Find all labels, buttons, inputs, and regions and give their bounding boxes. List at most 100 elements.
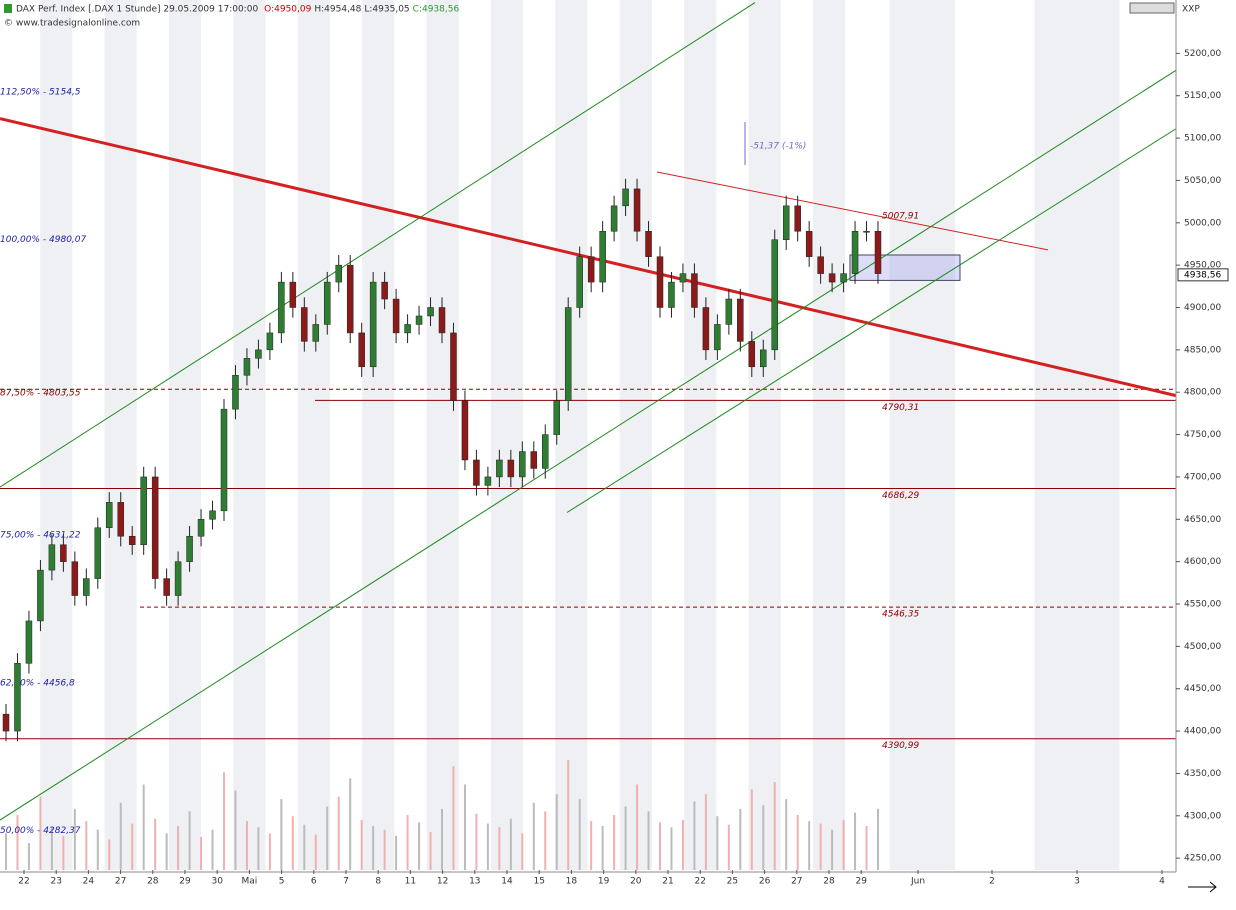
candle-body <box>702 307 710 351</box>
x-tick-label: 25 <box>727 877 738 887</box>
y-tick-label: 4450,00 <box>1184 684 1221 694</box>
scroll-arrow[interactable] <box>1188 881 1217 893</box>
day-band <box>684 0 717 870</box>
y-tick-label: 5000,00 <box>1184 218 1221 228</box>
toolbar[interactable] <box>1129 2 1175 14</box>
x-tick-label: 15 <box>533 877 544 887</box>
candle-body <box>519 451 526 478</box>
candle-body <box>324 281 331 325</box>
volume-bar <box>16 815 19 870</box>
y-tick-label: 4850,00 <box>1184 345 1221 355</box>
candle-body <box>128 535 136 545</box>
volume-bar <box>865 826 868 870</box>
candle-body <box>174 561 182 596</box>
volume-bar <box>245 821 248 870</box>
volume-bar <box>498 827 501 870</box>
candle-body <box>668 281 675 308</box>
fib-label: 87,50% - 4803,55 <box>0 389 81 399</box>
volume-bar <box>567 760 570 870</box>
fib-label: 75,00% - 4631,22 <box>0 531 81 541</box>
volume-bar <box>73 808 76 870</box>
candle-body <box>530 451 538 469</box>
x-tick-label: 22 <box>694 877 705 887</box>
volume-bar <box>200 837 203 870</box>
candle-body <box>71 561 79 596</box>
candle-body <box>404 324 411 334</box>
candle-body <box>209 510 216 520</box>
day-band <box>233 0 266 870</box>
level-label: 4686,29 <box>882 491 919 501</box>
candle-body <box>301 307 308 342</box>
candle-body <box>83 578 90 596</box>
candle-body <box>553 400 560 435</box>
candle-body <box>748 341 756 368</box>
y-tick-label: 5050,00 <box>1184 176 1221 186</box>
day-band <box>889 0 955 870</box>
candle-body <box>358 332 365 368</box>
level-label: 4790,31 <box>882 403 919 413</box>
day-band <box>490 0 524 870</box>
candle-body <box>874 231 882 274</box>
candle-body <box>737 298 744 342</box>
ohlc-close: C:4938,56 <box>413 5 460 15</box>
candle-body <box>564 307 572 401</box>
plot: 4790,31 4686,29 4390,99 4546,35 87,50% - 480… <box>0 2 1177 870</box>
volume-bar <box>486 823 489 870</box>
candle-body <box>25 620 33 664</box>
x-tick-label: 26 <box>759 877 771 887</box>
x-tick-label: 19 <box>598 877 610 887</box>
candle-body <box>679 273 687 283</box>
candle-body <box>312 324 320 342</box>
volume-bar <box>39 796 42 870</box>
x-tick-label: 18 <box>566 877 578 887</box>
volume-bar <box>383 829 386 870</box>
volume-bar <box>739 808 742 870</box>
level-label: 4390,99 <box>882 741 919 751</box>
volume-bar <box>796 815 799 870</box>
y-tick-label: 4700,00 <box>1184 472 1221 482</box>
y-tick-label: 4650,00 <box>1184 515 1221 525</box>
candle-body <box>828 273 836 283</box>
candle-body <box>484 476 492 486</box>
x-tick-label: 23 <box>50 877 61 887</box>
icon <box>4 4 12 13</box>
y-tick-label: 4300,00 <box>1184 811 1221 821</box>
volume-bar <box>360 819 363 870</box>
fib-label: 50,00% - 4282,37 <box>0 826 81 836</box>
candle-body <box>863 231 870 233</box>
volume-bar <box>704 794 707 870</box>
volume-bar <box>142 784 145 870</box>
last-price: 4938,56 <box>1184 270 1221 280</box>
x-tick-label: 2 <box>989 877 995 887</box>
candle-body <box>186 535 193 562</box>
volume-bar <box>337 796 340 870</box>
window-buttons[interactable] <box>1129 2 1175 14</box>
candle-body <box>232 375 239 410</box>
ohlc-open: O:4950,09 <box>264 5 311 15</box>
y-tick-label: 4800,00 <box>1184 388 1221 398</box>
day-band <box>297 0 330 870</box>
candle-body <box>576 256 583 308</box>
volume-bar <box>188 811 191 870</box>
volume-bar <box>636 784 639 870</box>
candle-body <box>438 307 446 334</box>
volume-bar <box>831 829 834 870</box>
volume-bar <box>326 806 329 870</box>
volume-bar <box>819 823 822 870</box>
candle-body <box>840 273 847 283</box>
candle-body <box>461 400 469 461</box>
volume-bar <box>762 805 765 870</box>
x-tick-label: 13 <box>469 877 480 887</box>
volume-bar <box>291 816 294 870</box>
day-band <box>426 0 459 870</box>
volume-bar <box>62 835 65 870</box>
volume-bar <box>85 821 88 870</box>
volume-bar <box>177 826 180 870</box>
fib-label: 62,50% - 4456,8 <box>0 678 75 688</box>
chart-title: DAX Perf. Index [.DAX 1 Stunde] 29.05.20… <box>16 5 258 15</box>
volume-bar <box>452 766 455 870</box>
trend-line <box>0 2 756 488</box>
volume-bar <box>555 794 558 870</box>
volume-bar <box>659 822 661 870</box>
trend-line <box>0 69 1177 821</box>
